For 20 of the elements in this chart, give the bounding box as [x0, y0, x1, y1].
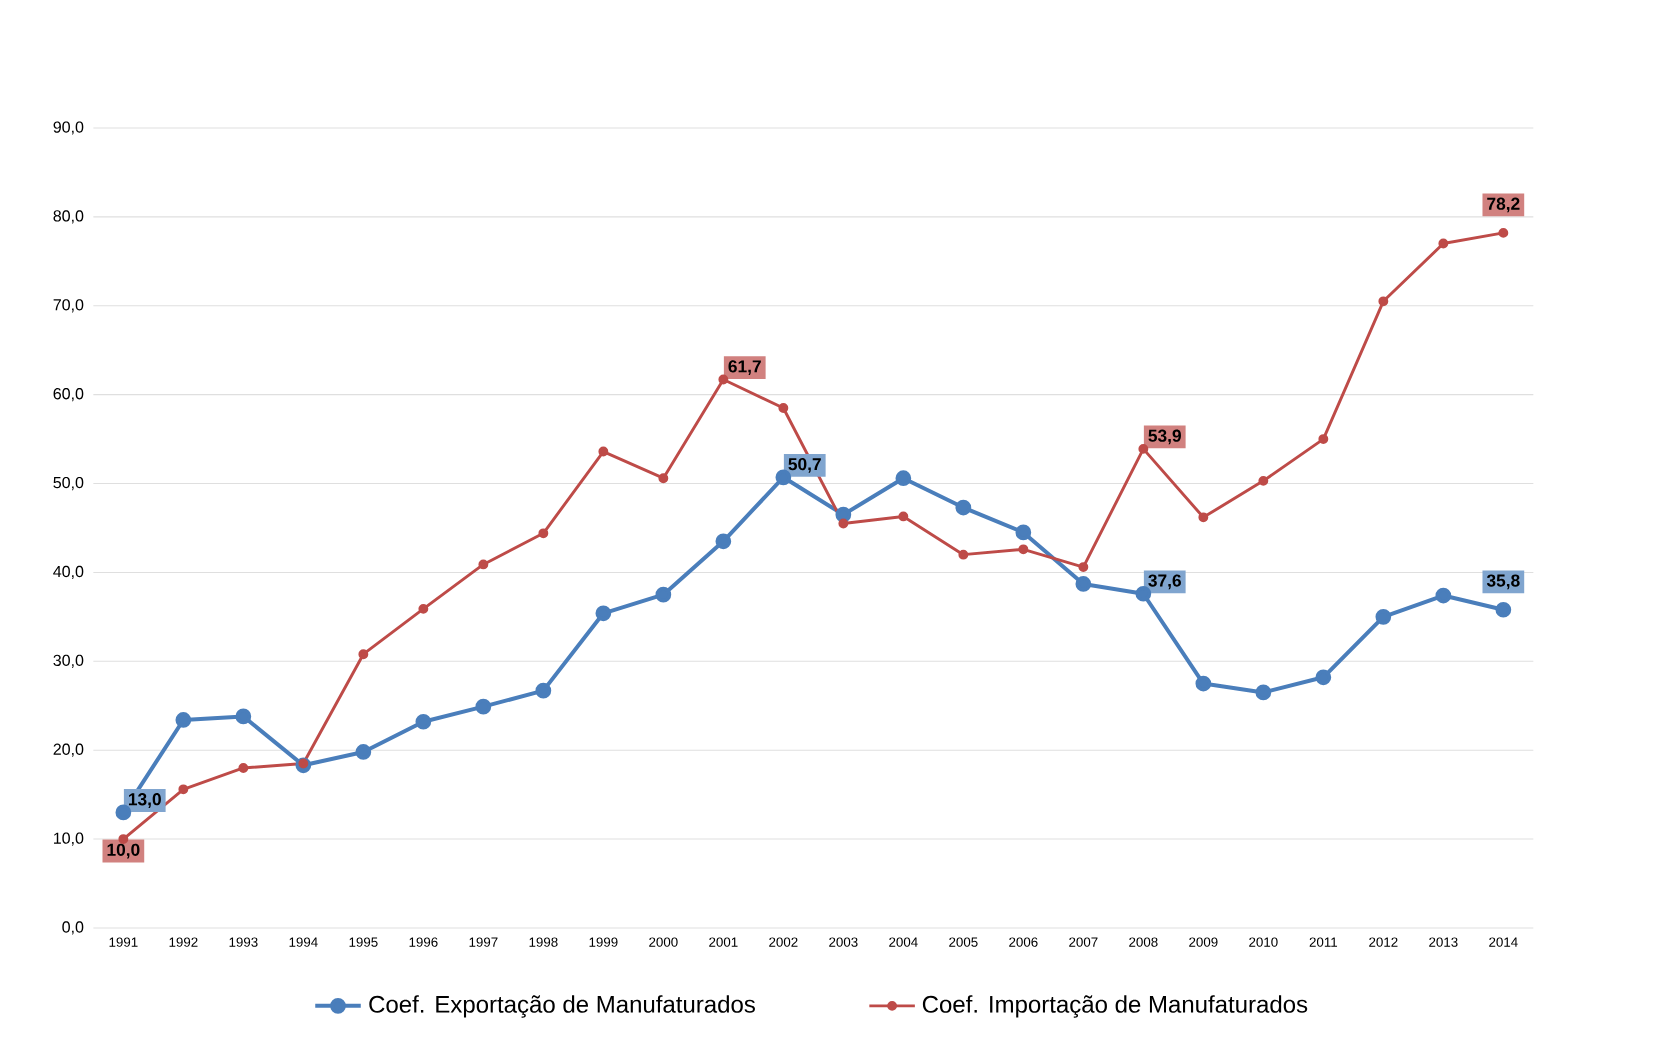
data-label: 10,0 [107, 843, 140, 859]
data-label: 50,7 [788, 458, 821, 473]
y-tick-label: 40,0 [53, 565, 84, 580]
legend-label: Coef. Importação de Manufaturados [922, 995, 1308, 1018]
y-tick-label: 20,0 [53, 743, 84, 757]
y-tick-label: 10,0 [54, 832, 84, 846]
legend-label: Coef. Exportação de Manufaturados [369, 995, 755, 1018]
data-label: 37,6 [1148, 574, 1181, 590]
data-label: 61,7 [728, 360, 761, 375]
data-label: 78,2 [1487, 197, 1520, 213]
y-tick-label: 80,0 [53, 210, 84, 224]
data-label: 35,8 [1486, 574, 1520, 590]
y-tick-label: 0,0 [62, 921, 84, 935]
data-label: 13,0 [128, 793, 161, 808]
y-tick-label: 90,0 [53, 121, 84, 135]
y-tick-label: 60,0 [53, 388, 84, 402]
data-label: 53,9 [1148, 429, 1181, 445]
y-tick-label: 70,0 [53, 299, 84, 313]
y-tick-label: 30,0 [53, 654, 84, 668]
y-tick-label: 50,0 [53, 476, 84, 491]
